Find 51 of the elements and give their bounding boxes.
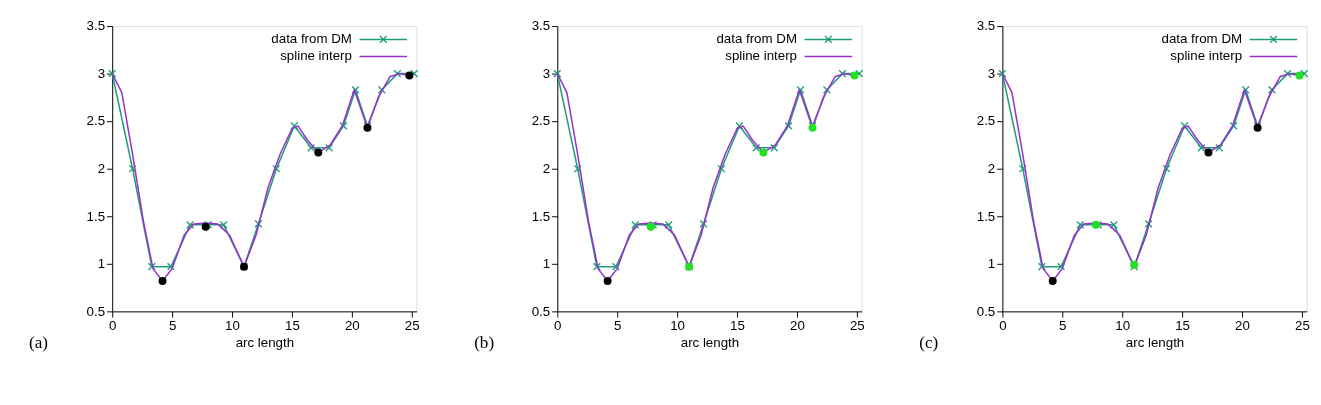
x-tick-label: 25 xyxy=(849,317,865,333)
x-tick-label: 0 xyxy=(109,317,117,333)
y-tick-label: 2 xyxy=(97,161,106,177)
x-tick-label: 20 xyxy=(344,317,360,333)
y-tick-label: 0.5 xyxy=(531,303,551,319)
legend-label: spline interp xyxy=(1170,48,1243,64)
y-tick-label: 1.5 xyxy=(531,208,551,224)
legend-label: spline interp xyxy=(725,48,797,64)
x-tick-label: 5 xyxy=(168,317,177,333)
text: (a) xyxy=(29,332,49,352)
y-tick-label: 1 xyxy=(542,256,551,272)
x-tick-label: 0 xyxy=(999,317,1007,333)
x-tick-label: 15 xyxy=(1175,317,1190,333)
legend-label: data from DM xyxy=(1161,31,1243,47)
x-axis-title: arc length xyxy=(680,335,740,351)
y-tick-label: 3 xyxy=(542,65,551,81)
x-tick-label: 20 xyxy=(790,317,805,333)
x-tick-label: 0 xyxy=(554,317,562,333)
text: (c) xyxy=(919,332,939,352)
y-tick-label: 2.5 xyxy=(531,113,551,129)
y-tick-label: 2.5 xyxy=(86,113,106,129)
x-tick-label: 5 xyxy=(613,317,622,333)
x-tick-label: 10 xyxy=(670,317,685,333)
x-tick-label: 15 xyxy=(730,317,745,333)
y-tick-label: 1 xyxy=(97,256,106,272)
y-tick-label: 3.5 xyxy=(86,18,106,34)
legend-label: spline interp xyxy=(280,48,352,64)
x-tick-label: 10 xyxy=(1115,317,1131,333)
y-tick-label: 3.5 xyxy=(531,18,551,34)
legend-label: data from DM xyxy=(716,31,797,47)
x-axis-title: arc length xyxy=(235,335,295,351)
y-tick-label: 1.5 xyxy=(976,208,996,224)
y-tick-label: 3 xyxy=(97,65,106,81)
y-tick-label: 3 xyxy=(987,65,996,81)
x-tick-label: 10 xyxy=(225,317,240,333)
y-tick-label: 2.5 xyxy=(976,113,996,129)
x-axis-title: arc length xyxy=(1125,335,1185,351)
y-tick-label: 1.5 xyxy=(86,208,106,224)
y-tick-label: 2 xyxy=(542,161,551,177)
y-tick-label: 1 xyxy=(987,256,996,272)
y-tick-label: 3.5 xyxy=(976,18,996,34)
y-tick-label: 2 xyxy=(987,161,996,177)
x-tick-label: 5 xyxy=(1059,317,1067,333)
y-tick-label: 0.5 xyxy=(976,303,996,319)
x-tick-label: 20 xyxy=(1235,317,1250,333)
text: (b) xyxy=(474,332,495,352)
x-tick-label: 25 xyxy=(404,317,420,333)
legend-label: data from DM xyxy=(271,31,352,47)
x-tick-label: 25 xyxy=(1295,317,1310,333)
x-tick-label: 15 xyxy=(285,317,300,333)
y-tick-label: 0.5 xyxy=(86,303,106,319)
